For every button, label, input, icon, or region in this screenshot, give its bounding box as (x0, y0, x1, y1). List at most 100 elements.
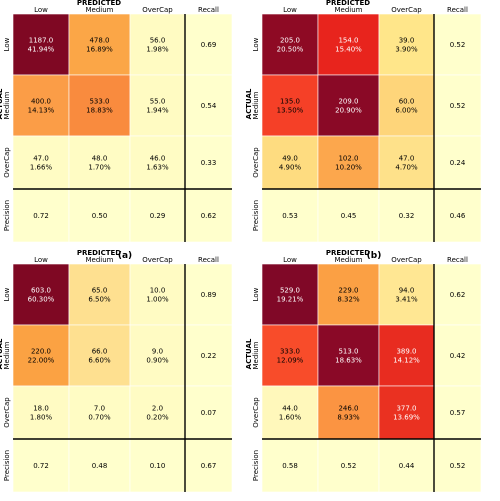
recall-value: 0.42 (450, 352, 466, 360)
recall-value: 0.52 (450, 41, 466, 49)
recall-value: 0.54 (201, 102, 217, 110)
recall-cell (433, 263, 482, 326)
recall-value: 0.62 (450, 291, 466, 299)
cell-percent: 10.20% (335, 164, 362, 172)
row-header: OverCap (3, 147, 11, 178)
cell-percent: 6.60% (88, 357, 111, 365)
recall-value: 0.33 (201, 159, 217, 167)
cell-percent: 1.70% (88, 164, 111, 172)
cell-percent: 60.30% (28, 296, 55, 304)
confusion-matrix-panel: 1187.041.94% 478.016.89% 56.01.98% 400.014.… (0, 0, 233, 261)
column-header: OverCap (142, 6, 173, 14)
recall-cell (184, 135, 233, 190)
recall-cell (184, 13, 233, 76)
row-header: Precision (3, 200, 11, 231)
cell-count: 47.0 (33, 155, 49, 163)
overall-value: 0.67 (201, 462, 217, 470)
cell-count: 7.0 (94, 405, 105, 413)
cell-percent: 1.60% (279, 414, 302, 422)
matrix-cell (317, 385, 380, 440)
cell-count: 400.0 (31, 98, 51, 106)
matrix-cell (378, 13, 435, 76)
recall-cell (433, 135, 482, 190)
matrix-cell (12, 324, 70, 387)
cell-count: 102.0 (338, 155, 358, 163)
row-header: OverCap (252, 147, 260, 178)
cell-count: 603.0 (31, 287, 51, 295)
recall-cell (433, 13, 482, 76)
precision-value: 0.52 (341, 462, 357, 470)
predicted-axis-title: PREDICTED (326, 249, 370, 257)
precision-value: 0.50 (92, 212, 108, 220)
cell-percent: 1.98% (146, 46, 169, 54)
confusion-matrix-panel: 603.060.30% 65.06.50% 10.01.00% 220.022.00%… (0, 249, 233, 493)
cell-count: 39.0 (399, 37, 415, 45)
cell-percent: 0.90% (146, 357, 169, 365)
cell-percent: 1.63% (146, 164, 169, 172)
matrix-cell (12, 385, 70, 440)
predicted-axis-title: PREDICTED (77, 249, 121, 257)
cell-percent: 1.80% (30, 414, 53, 422)
matrix-cell (378, 263, 435, 326)
precision-value: 0.32 (399, 212, 415, 220)
column-header: OverCap (391, 6, 422, 14)
matrix-cell (261, 13, 319, 76)
column-header: Recall (447, 256, 468, 264)
matrix-cell (12, 135, 70, 190)
cell-count: 529.0 (280, 287, 300, 295)
actual-axis-title: ACTUAL (0, 338, 4, 369)
cell-count: 60.0 (399, 98, 415, 106)
cell-count: 47.0 (399, 155, 415, 163)
precision-value: 0.45 (341, 212, 357, 220)
column-header: Low (283, 256, 297, 264)
column-header: Recall (447, 6, 468, 14)
cell-count: 9.0 (152, 348, 163, 356)
cell-count: 333.0 (280, 348, 300, 356)
panel-label: (a) (118, 251, 132, 261)
cell-count: 94.0 (399, 287, 415, 295)
matrix-cell (129, 324, 186, 387)
cell-count: 10.0 (150, 287, 166, 295)
matrix-cell (68, 13, 131, 76)
recall-value: 0.69 (201, 41, 217, 49)
recall-cell (184, 74, 233, 137)
precision-cell (317, 188, 380, 243)
matrix-cell (378, 74, 435, 137)
cell-percent: 3.90% (395, 46, 418, 54)
matrix-cell (68, 263, 131, 326)
cell-count: 209.0 (338, 98, 358, 106)
cell-percent: 3.41% (395, 296, 418, 304)
cell-count: 478.0 (89, 37, 109, 45)
actual-axis-title: ACTUAL (0, 88, 4, 119)
cell-percent: 0.70% (88, 414, 111, 422)
precision-value: 0.53 (282, 212, 298, 220)
precision-value: 0.72 (33, 462, 49, 470)
cell-percent: 6.00% (395, 107, 418, 115)
precision-value: 0.48 (92, 462, 108, 470)
cell-count: 18.0 (33, 405, 49, 413)
cell-count: 49.0 (282, 155, 298, 163)
row-header: Low (252, 37, 260, 51)
column-header: Recall (198, 6, 219, 14)
cell-count: 229.0 (338, 287, 358, 295)
cell-percent: 18.63% (335, 357, 362, 365)
matrix-cell (261, 324, 319, 387)
row-header: OverCap (252, 397, 260, 428)
matrix-cell (317, 74, 380, 137)
precision-cell (68, 438, 131, 493)
cell-count: 65.0 (92, 287, 108, 295)
recall-cell (433, 324, 482, 387)
precision-cell (12, 188, 70, 243)
matrix-cell (68, 74, 131, 137)
matrix-cell (261, 263, 319, 326)
cell-percent: 8.93% (337, 414, 360, 422)
row-header: OverCap (3, 397, 11, 428)
precision-value: 0.72 (33, 212, 49, 220)
confusion-matrix-panel: 529.019.21% 229.08.32% 94.03.41% 333.012.09… (245, 249, 482, 493)
cell-percent: 19.21% (277, 296, 304, 304)
row-header: Medium (3, 341, 11, 369)
cell-count: 56.0 (150, 37, 166, 45)
column-header: Low (34, 256, 48, 264)
overall-cell (184, 438, 233, 493)
row-header: Low (252, 287, 260, 301)
